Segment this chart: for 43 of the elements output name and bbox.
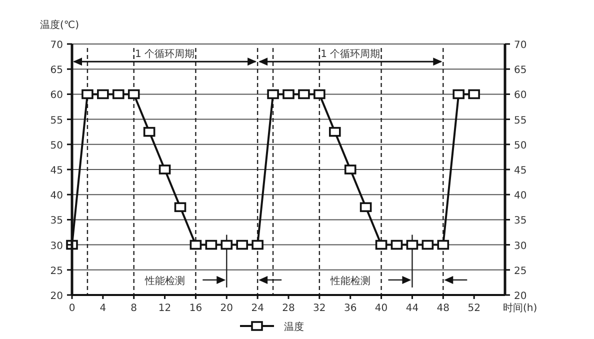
annotation: 性能检测 [144, 274, 185, 287]
x-tick-label: 8 [130, 303, 138, 314]
y-axis-title: 温度(℃) [40, 19, 80, 31]
y2-tick-label: 35 [514, 216, 527, 227]
y2-tick-label: 50 [514, 140, 527, 152]
x-axis-title: 时间(h) [503, 302, 538, 314]
y2-tick-label: 30 [514, 240, 527, 252]
y-tick-label: 30 [50, 240, 63, 252]
x-tick-label: 16 [189, 303, 202, 314]
legend-label: 温度 [284, 321, 304, 333]
y-tick-label: 65 [50, 65, 63, 76]
y-tick-label: 40 [50, 190, 63, 202]
y2-tick-label: 45 [514, 166, 527, 176]
x-tick-label: 4 [100, 303, 106, 314]
y2-tick-label: 70 [514, 40, 527, 51]
y-tick-label: 45 [50, 166, 63, 176]
y-tick-label: 50 [50, 140, 63, 152]
x-tick-label: 36 [344, 303, 357, 314]
x-tick-label: 52 [468, 303, 480, 314]
y-tick-label: 25 [50, 266, 63, 277]
x-tick-label: 32 [313, 303, 326, 314]
x-tick-label: 24 [251, 303, 264, 314]
y2-tick-label: 65 [514, 65, 527, 76]
x-tick-label: 28 [282, 303, 295, 314]
x-tick-label: 44 [406, 303, 419, 314]
x-tick-label: 0 [68, 303, 76, 314]
annotation: 性能检测 [329, 274, 370, 287]
x-tick-label: 48 [436, 303, 450, 314]
y-tick-label: 60 [50, 90, 63, 102]
y-tick-label: 35 [50, 216, 63, 227]
y-tick-label: 55 [50, 115, 63, 126]
y2-tick-label: 60 [514, 90, 527, 102]
y2-tick-label: 40 [514, 190, 527, 202]
x-tick-label: 40 [374, 303, 388, 314]
y2-tick-label: 25 [514, 266, 527, 277]
x-tick-label: 12 [158, 303, 172, 314]
annotation: 1 个循环周期 [320, 48, 380, 60]
y2-tick-label: 55 [514, 115, 527, 126]
y2-tick-label: 20 [514, 291, 527, 302]
x-tick-label: 20 [220, 303, 234, 314]
y-tick-label: 20 [50, 291, 63, 302]
annotation: 1 个循环周期 [135, 48, 195, 60]
y-tick-label: 70 [50, 40, 63, 51]
